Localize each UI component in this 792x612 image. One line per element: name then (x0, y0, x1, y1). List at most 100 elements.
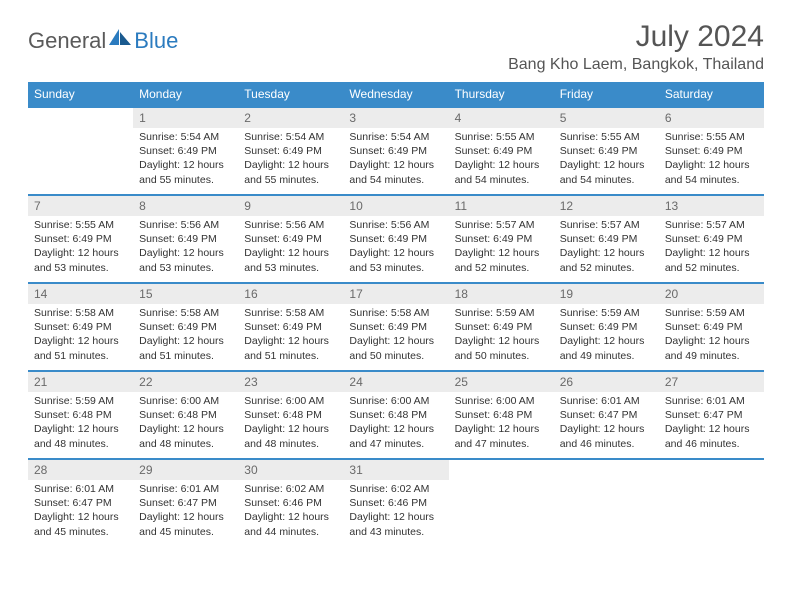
sunrise-line: Sunrise: 5:55 AM (455, 130, 548, 144)
sunset-line: Sunset: 6:48 PM (244, 408, 337, 422)
weekday-header: Monday (133, 82, 238, 107)
day-number: 24 (343, 372, 448, 392)
sunrise-line: Sunrise: 5:59 AM (560, 306, 653, 320)
weekday-header: Sunday (28, 82, 133, 107)
daylight-line: Daylight: 12 hours and 51 minutes. (244, 334, 337, 362)
sunrise-line: Sunrise: 5:57 AM (455, 218, 548, 232)
day-number: 8 (133, 196, 238, 216)
calendar-week-row: 7Sunrise: 5:55 AMSunset: 6:49 PMDaylight… (28, 195, 764, 283)
sunset-line: Sunset: 6:49 PM (139, 320, 232, 334)
sunrise-line: Sunrise: 5:56 AM (244, 218, 337, 232)
day-number: 30 (238, 460, 343, 480)
calendar-day-cell: 10Sunrise: 5:56 AMSunset: 6:49 PMDayligh… (343, 195, 448, 283)
daylight-line: Daylight: 12 hours and 50 minutes. (455, 334, 548, 362)
daylight-line: Daylight: 12 hours and 52 minutes. (665, 246, 758, 274)
calendar-day-cell: 11Sunrise: 5:57 AMSunset: 6:49 PMDayligh… (449, 195, 554, 283)
calendar-day-cell: 27Sunrise: 6:01 AMSunset: 6:47 PMDayligh… (659, 371, 764, 459)
day-number: 26 (554, 372, 659, 392)
sunrise-line: Sunrise: 5:59 AM (34, 394, 127, 408)
sunrise-line: Sunrise: 6:01 AM (560, 394, 653, 408)
day-content: Sunrise: 5:59 AMSunset: 6:49 PMDaylight:… (449, 304, 554, 367)
day-number: 6 (659, 108, 764, 128)
weekday-header: Wednesday (343, 82, 448, 107)
sunrise-line: Sunrise: 5:57 AM (560, 218, 653, 232)
weekday-header: Saturday (659, 82, 764, 107)
daylight-line: Daylight: 12 hours and 53 minutes. (34, 246, 127, 274)
day-number: 10 (343, 196, 448, 216)
sunrise-line: Sunrise: 5:55 AM (34, 218, 127, 232)
day-number: 28 (28, 460, 133, 480)
header: General Blue July 2024 Bang Kho Laem, Ba… (28, 20, 764, 74)
day-number: 31 (343, 460, 448, 480)
calendar-week-row: 14Sunrise: 5:58 AMSunset: 6:49 PMDayligh… (28, 283, 764, 371)
page-title: July 2024 (508, 20, 764, 54)
calendar-day-cell: 15Sunrise: 5:58 AMSunset: 6:49 PMDayligh… (133, 283, 238, 371)
day-content: Sunrise: 5:55 AMSunset: 6:49 PMDaylight:… (554, 128, 659, 191)
day-content: Sunrise: 6:00 AMSunset: 6:48 PMDaylight:… (343, 392, 448, 455)
day-content: Sunrise: 5:58 AMSunset: 6:49 PMDaylight:… (133, 304, 238, 367)
sunset-line: Sunset: 6:49 PM (244, 232, 337, 246)
calendar-day-cell: 30Sunrise: 6:02 AMSunset: 6:46 PMDayligh… (238, 459, 343, 547)
sunrise-line: Sunrise: 5:58 AM (34, 306, 127, 320)
calendar-day-cell: 0 (449, 459, 554, 547)
weekday-header: Thursday (449, 82, 554, 107)
sunset-line: Sunset: 6:49 PM (244, 144, 337, 158)
sunset-line: Sunset: 6:48 PM (455, 408, 548, 422)
daylight-line: Daylight: 12 hours and 53 minutes. (244, 246, 337, 274)
sunrise-line: Sunrise: 6:00 AM (455, 394, 548, 408)
day-number: 4 (449, 108, 554, 128)
sunset-line: Sunset: 6:47 PM (34, 496, 127, 510)
sunset-line: Sunset: 6:49 PM (560, 320, 653, 334)
sunrise-line: Sunrise: 5:58 AM (349, 306, 442, 320)
calendar-body: 0 1Sunrise: 5:54 AMSunset: 6:49 PMDaylig… (28, 107, 764, 547)
day-number: 15 (133, 284, 238, 304)
sunset-line: Sunset: 6:49 PM (665, 232, 758, 246)
sunrise-line: Sunrise: 6:00 AM (349, 394, 442, 408)
sunrise-line: Sunrise: 6:01 AM (139, 482, 232, 496)
day-content: Sunrise: 5:58 AMSunset: 6:49 PMDaylight:… (343, 304, 448, 367)
daylight-line: Daylight: 12 hours and 53 minutes. (139, 246, 232, 274)
sunrise-line: Sunrise: 6:01 AM (34, 482, 127, 496)
day-content: Sunrise: 6:02 AMSunset: 6:46 PMDaylight:… (343, 480, 448, 543)
sunrise-line: Sunrise: 6:00 AM (244, 394, 337, 408)
calendar-day-cell: 5Sunrise: 5:55 AMSunset: 6:49 PMDaylight… (554, 107, 659, 195)
sunrise-line: Sunrise: 6:00 AM (139, 394, 232, 408)
daylight-line: Daylight: 12 hours and 45 minutes. (139, 510, 232, 538)
daylight-line: Daylight: 12 hours and 53 minutes. (349, 246, 442, 274)
calendar-day-cell: 25Sunrise: 6:00 AMSunset: 6:48 PMDayligh… (449, 371, 554, 459)
calendar-day-cell: 0 (554, 459, 659, 547)
sunset-line: Sunset: 6:49 PM (349, 320, 442, 334)
day-number: 29 (133, 460, 238, 480)
daylight-line: Daylight: 12 hours and 44 minutes. (244, 510, 337, 538)
calendar-day-cell: 2Sunrise: 5:54 AMSunset: 6:49 PMDaylight… (238, 107, 343, 195)
sail-icon (109, 29, 131, 45)
day-number: 7 (28, 196, 133, 216)
sunset-line: Sunset: 6:47 PM (139, 496, 232, 510)
day-content: Sunrise: 5:58 AMSunset: 6:49 PMDaylight:… (28, 304, 133, 367)
day-content: Sunrise: 6:01 AMSunset: 6:47 PMDaylight:… (133, 480, 238, 543)
day-number: 1 (133, 108, 238, 128)
calendar-day-cell: 24Sunrise: 6:00 AMSunset: 6:48 PMDayligh… (343, 371, 448, 459)
sunset-line: Sunset: 6:49 PM (349, 144, 442, 158)
calendar-day-cell: 26Sunrise: 6:01 AMSunset: 6:47 PMDayligh… (554, 371, 659, 459)
daylight-line: Daylight: 12 hours and 55 minutes. (244, 158, 337, 186)
sunrise-line: Sunrise: 5:57 AM (665, 218, 758, 232)
day-content: Sunrise: 5:56 AMSunset: 6:49 PMDaylight:… (238, 216, 343, 279)
day-number: 5 (554, 108, 659, 128)
sunrise-line: Sunrise: 5:58 AM (244, 306, 337, 320)
day-content: Sunrise: 6:00 AMSunset: 6:48 PMDaylight:… (238, 392, 343, 455)
day-content: Sunrise: 5:56 AMSunset: 6:49 PMDaylight:… (133, 216, 238, 279)
day-content: Sunrise: 5:56 AMSunset: 6:49 PMDaylight:… (343, 216, 448, 279)
daylight-line: Daylight: 12 hours and 45 minutes. (34, 510, 127, 538)
day-number: 22 (133, 372, 238, 392)
title-block: July 2024 Bang Kho Laem, Bangkok, Thaila… (508, 20, 764, 74)
calendar-day-cell: 13Sunrise: 5:57 AMSunset: 6:49 PMDayligh… (659, 195, 764, 283)
sunset-line: Sunset: 6:49 PM (349, 232, 442, 246)
calendar-day-cell: 19Sunrise: 5:59 AMSunset: 6:49 PMDayligh… (554, 283, 659, 371)
calendar-day-cell: 20Sunrise: 5:59 AMSunset: 6:49 PMDayligh… (659, 283, 764, 371)
daylight-line: Daylight: 12 hours and 51 minutes. (139, 334, 232, 362)
calendar-week-row: 21Sunrise: 5:59 AMSunset: 6:48 PMDayligh… (28, 371, 764, 459)
daylight-line: Daylight: 12 hours and 48 minutes. (244, 422, 337, 450)
calendar-week-row: 28Sunrise: 6:01 AMSunset: 6:47 PMDayligh… (28, 459, 764, 547)
weekday-header: Tuesday (238, 82, 343, 107)
